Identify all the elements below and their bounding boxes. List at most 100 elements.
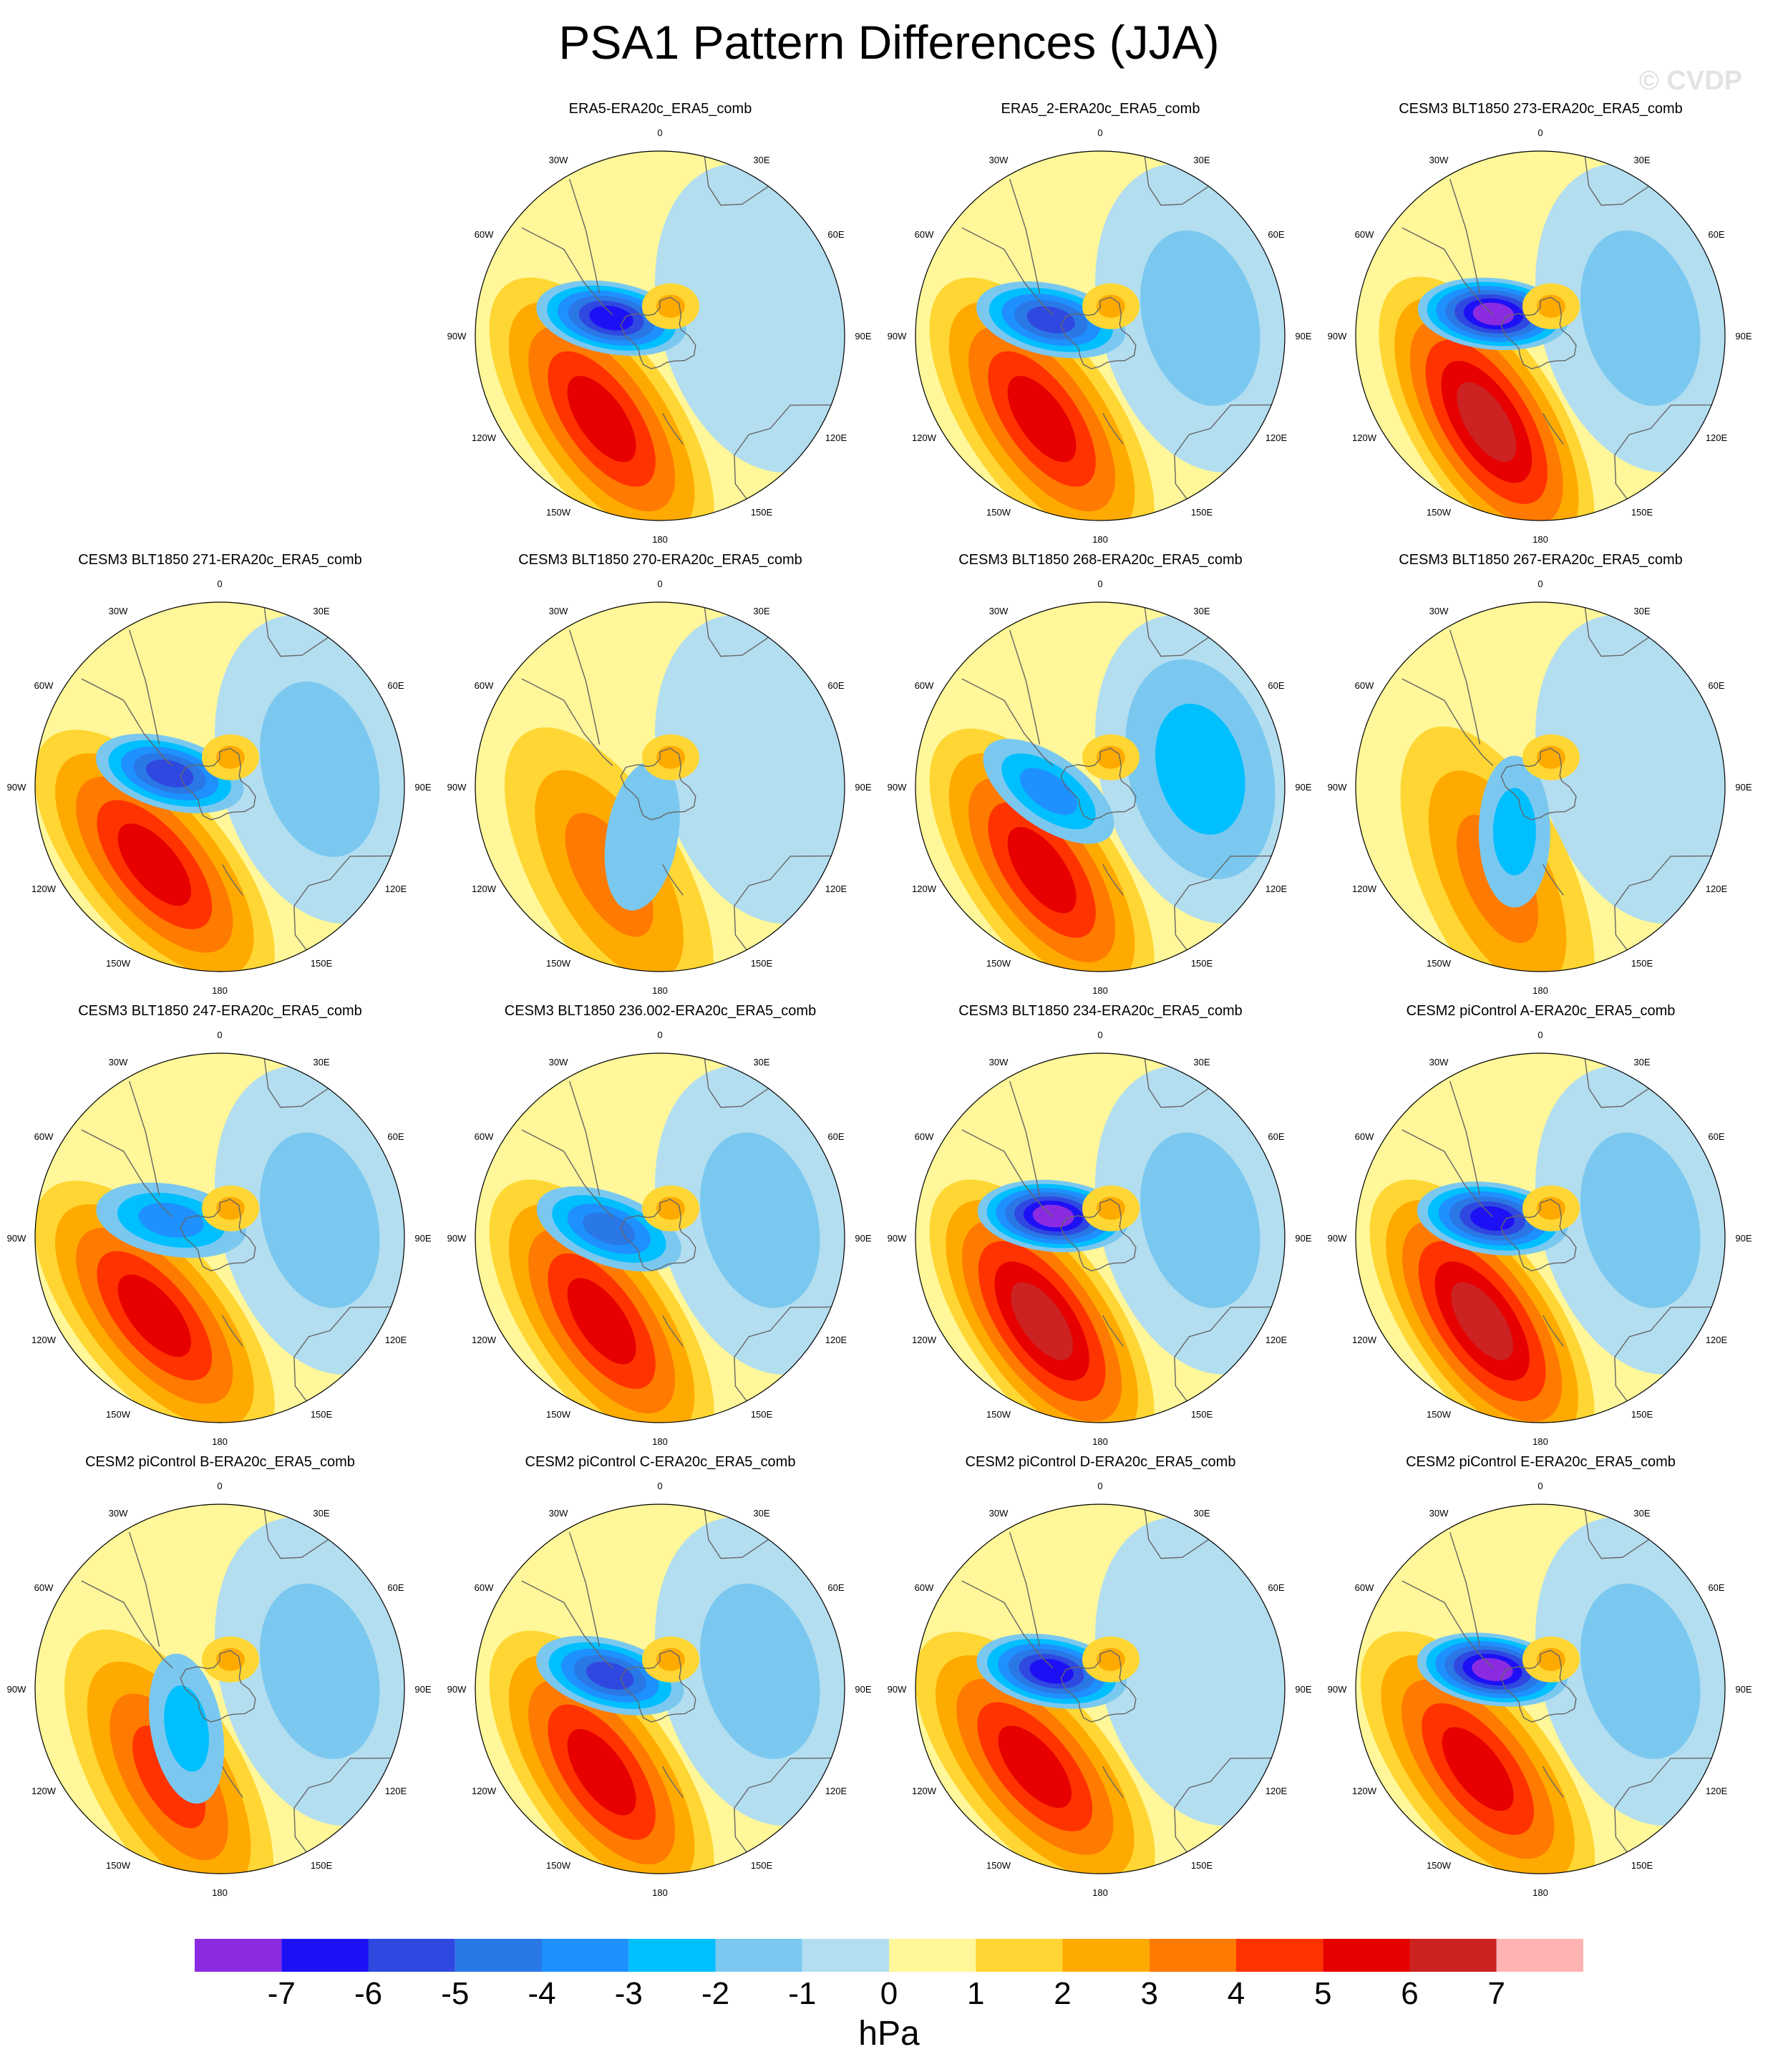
longitude-label: 60W [915, 680, 934, 691]
longitude-label: 60W [34, 1131, 54, 1142]
longitude-label: 60W [475, 1582, 494, 1593]
contour-negative [586, 1661, 634, 1690]
antarctica-coast [620, 1199, 696, 1272]
contour-east-negative [1580, 1583, 1701, 1759]
africa-coast [1144, 1509, 1209, 1559]
map-panel: CESM3 BLT1850 234-ERA20c_ERA5_comb 0 30E 60… [880, 1002, 1321, 1453]
longitude-label: 180 [1532, 1436, 1548, 1447]
australia-coast [1174, 1757, 1272, 1853]
longitude-label: 60W [915, 229, 934, 240]
south-america-coast [568, 1080, 601, 1196]
longitude-label: 120E [1706, 432, 1728, 443]
south-america-coast [1449, 629, 1481, 745]
south-america-coast [521, 227, 613, 316]
coastlines [521, 607, 832, 951]
longitude-label: 180 [1532, 534, 1548, 545]
contour-positive [1011, 1282, 1074, 1360]
antarctica-coast [1500, 1199, 1577, 1272]
colorbar-unit: hPa [858, 2015, 920, 2053]
contour-negative [604, 760, 680, 911]
longitude-label: 90W [447, 782, 467, 793]
contour-east-negative [1140, 1132, 1260, 1308]
contour-positive-small [1097, 745, 1126, 769]
polar-map: 0 30E 60E 90E 120E 150E 180 150W 120W 90W 60W 30W [888, 578, 1312, 996]
coastlines [1401, 156, 1712, 500]
longitude-label: 0 [1537, 1481, 1543, 1491]
new-zealand-coast [222, 1315, 243, 1347]
map-panel: CESM2 piControl D-ERA20c_ERA5_comb 0 30E 60… [880, 1453, 1321, 1904]
map-panel: CESM3 BLT1850 273-ERA20c_ERA5_comb 0 30E 60… [1321, 100, 1761, 551]
africa-coast [704, 1509, 769, 1559]
contour-east-negative [259, 681, 380, 857]
longitude-label: 30E [1633, 606, 1650, 616]
map-boundary [1355, 601, 1726, 972]
south-america-coast [521, 1129, 613, 1218]
longitude-label: 180 [1092, 1887, 1108, 1898]
longitude-label: 90E [1295, 1233, 1311, 1244]
longitude-label: 0 [1537, 1030, 1543, 1040]
contour-positive-small [1097, 1196, 1126, 1220]
contour-negative [583, 1212, 636, 1246]
longitude-label: 90W [1328, 1233, 1347, 1244]
longitude-label: 90W [1328, 782, 1347, 793]
map-panel: ERA5_2-ERA20c_ERA5_comb 0 30E 60E 90E 120E 150… [880, 100, 1321, 551]
antarctica-coast [1060, 1650, 1137, 1723]
colorbar-swatch [1496, 1939, 1583, 1972]
colorbar-swatch [1062, 1939, 1150, 1972]
colorbar-tick-label: -3 [614, 1976, 643, 2011]
longitude-label: 30W [989, 1057, 1009, 1068]
contour-negative [1470, 1206, 1515, 1231]
polar-map: 0 30E 60E 90E 120E 150E 180 150W 120W 90W 60W 30W [447, 1030, 872, 1447]
longitude-label: 120W [1352, 1335, 1377, 1345]
new-zealand-coast [1543, 1766, 1564, 1798]
longitude-label: 120W [912, 883, 937, 894]
contour-positive-small [216, 745, 246, 769]
longitude-label: 90W [1328, 1684, 1347, 1695]
south-america-coast [1449, 1531, 1481, 1647]
longitude-label: 120E [1266, 1786, 1288, 1796]
longitude-label: 30W [1429, 1508, 1449, 1519]
australia-coast [734, 855, 832, 951]
africa-coast [263, 1509, 329, 1559]
south-america-coast [81, 678, 173, 767]
south-america-coast [961, 1580, 1054, 1669]
colorbar-swatch [195, 1939, 282, 1972]
longitude-label: 180 [1532, 1887, 1548, 1898]
coastlines [1401, 1509, 1712, 1853]
contour-negative [1020, 768, 1078, 815]
colorbar-tick-label: 2 [1054, 1976, 1072, 2011]
colorbar-swatch [281, 1939, 369, 1972]
australia-coast [1174, 1306, 1272, 1402]
panel-title: CESM2 piControl B-ERA20c_ERA5_comb [85, 1454, 355, 1470]
contour-negative [589, 306, 633, 331]
longitude-label: 120E [385, 1335, 407, 1345]
longitude-label: 150E [1191, 507, 1213, 518]
panel-title: CESM3 BLT1850 267-ERA20c_ERA5_comb [1399, 552, 1683, 568]
longitude-label: 90W [447, 1684, 467, 1695]
longitude-label: 120W [1352, 1786, 1377, 1796]
longitude-label: 120E [1266, 1335, 1288, 1345]
longitude-label: 60E [387, 1131, 404, 1142]
contour-east-negative [655, 614, 845, 924]
polar-map: 0 30E 60E 90E 120E 150E 180 150W 120W 90W 60W 30W [1328, 578, 1752, 996]
panel-title: CESM3 BLT1850 270-ERA20c_ERA5_comb [518, 552, 802, 568]
new-zealand-coast [1543, 863, 1564, 896]
longitude-label: 30W [989, 155, 1009, 165]
longitude-label: 150W [546, 507, 571, 518]
longitude-label: 150E [1631, 1409, 1653, 1420]
contour-negative [146, 759, 194, 788]
longitude-label: 0 [657, 1030, 662, 1040]
antarctica-coast [1500, 747, 1577, 820]
south-america-coast [128, 1080, 160, 1196]
longitude-label: 120W [1352, 883, 1377, 894]
longitude-label: 60E [1268, 229, 1284, 240]
antarctica-coast [1060, 296, 1137, 369]
colorbar-tick-label: 4 [1227, 1976, 1245, 2011]
contour-positive-small [1537, 294, 1566, 318]
antarctica-coast [180, 1199, 256, 1272]
longitude-label: 90W [1328, 331, 1347, 342]
colorbar-swatch [628, 1939, 716, 1972]
australia-coast [1174, 404, 1272, 500]
colorbar-swatch [455, 1939, 542, 1972]
colorbar-swatch [976, 1939, 1063, 1972]
